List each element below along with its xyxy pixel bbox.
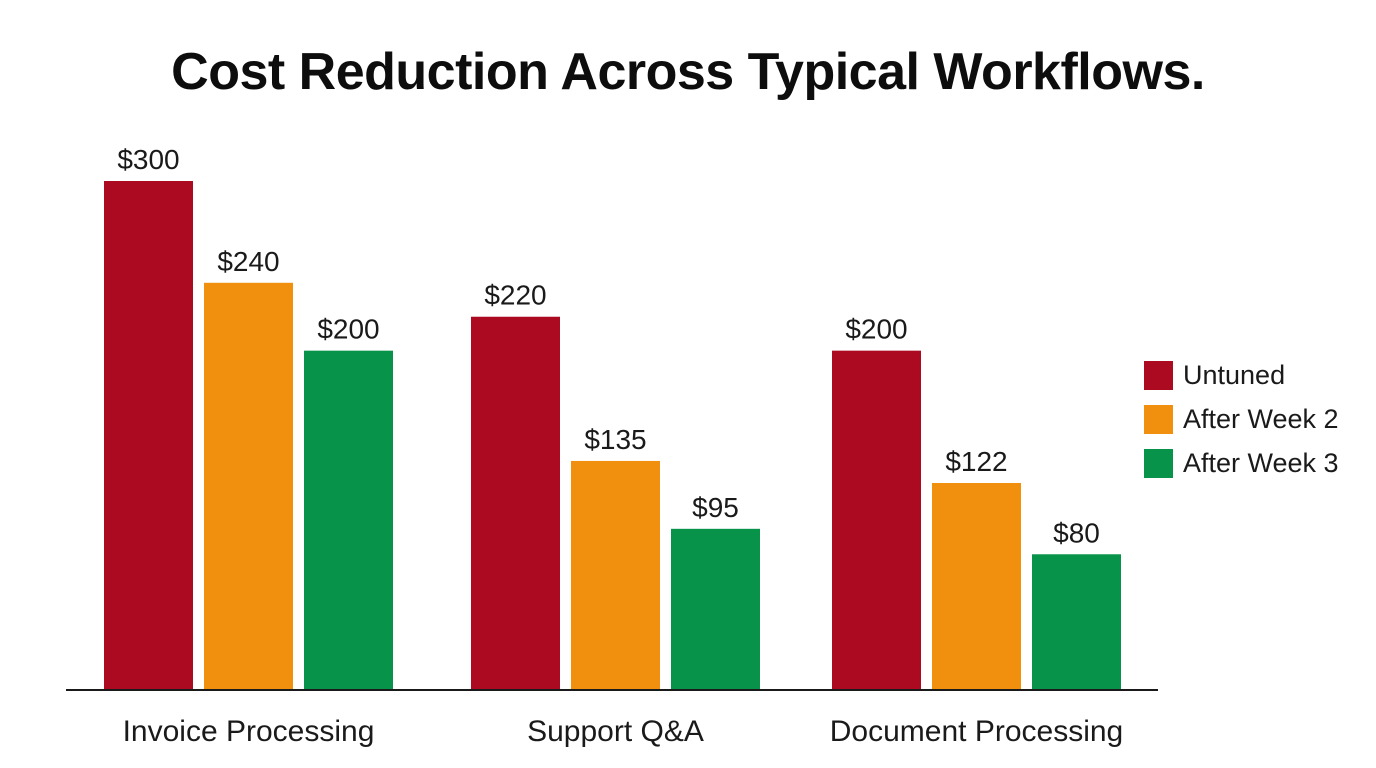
value-label-support-q-a-after-week-3: $95 <box>692 492 739 523</box>
legend-swatch-after-week-3 <box>1144 448 1173 478</box>
legend-label-after-week-2: After Week 2 <box>1183 403 1339 434</box>
category-labels-layer: Invoice Processing Support Q&A Document Pr… <box>123 715 1124 748</box>
category-label-support-q-a: Support Q&A <box>527 715 704 748</box>
bar-invoice-processing-after-week-2 <box>204 282 293 690</box>
bars-layer <box>104 181 1121 690</box>
value-label-support-q-a-after-week-2: $135 <box>584 424 646 455</box>
bar-invoice-processing-after-week-3 <box>304 350 393 690</box>
category-label-invoice-processing: Invoice Processing <box>123 715 375 748</box>
legend-label-after-week-3: After Week 3 <box>1183 447 1339 478</box>
legend-swatch-after-week-2 <box>1144 404 1173 434</box>
bar-support-q-a-after-week-2 <box>571 460 660 690</box>
bar-document-processing-after-week-3 <box>1032 554 1121 690</box>
bar-document-processing-after-week-2 <box>932 483 1021 690</box>
legend-item-untuned: Untuned <box>1144 353 1339 397</box>
bar-document-processing-untuned <box>832 350 921 690</box>
value-label-support-q-a-untuned: $220 <box>484 280 546 311</box>
value-label-invoice-processing-untuned: $300 <box>117 144 179 175</box>
value-label-invoice-processing-after-week-2: $240 <box>217 246 279 277</box>
value-label-document-processing-after-week-2: $122 <box>945 446 1007 477</box>
value-label-document-processing-after-week-3: $80 <box>1053 517 1100 548</box>
value-label-document-processing-untuned: $200 <box>845 314 907 345</box>
chart-title: Cost Reduction Across Typical Workflows. <box>171 43 1205 101</box>
legend: Untuned After Week 2 After Week 3 <box>1144 353 1339 485</box>
legend-item-after-week-3: After Week 3 <box>1144 441 1339 485</box>
legend-label-untuned: Untuned <box>1183 359 1286 390</box>
category-label-document-processing: Document Processing <box>830 715 1123 748</box>
bar-support-q-a-after-week-3 <box>671 528 760 690</box>
bar-invoice-processing-untuned <box>104 181 193 690</box>
legend-swatch-untuned <box>1144 360 1173 390</box>
value-label-invoice-processing-after-week-3: $200 <box>317 314 379 345</box>
bar-support-q-a-untuned <box>471 316 560 690</box>
legend-item-after-week-2: After Week 2 <box>1144 397 1339 441</box>
value-labels-layer: $300 $240 $200 $220 $135 $95 $200 $122 $80 <box>117 144 1100 548</box>
